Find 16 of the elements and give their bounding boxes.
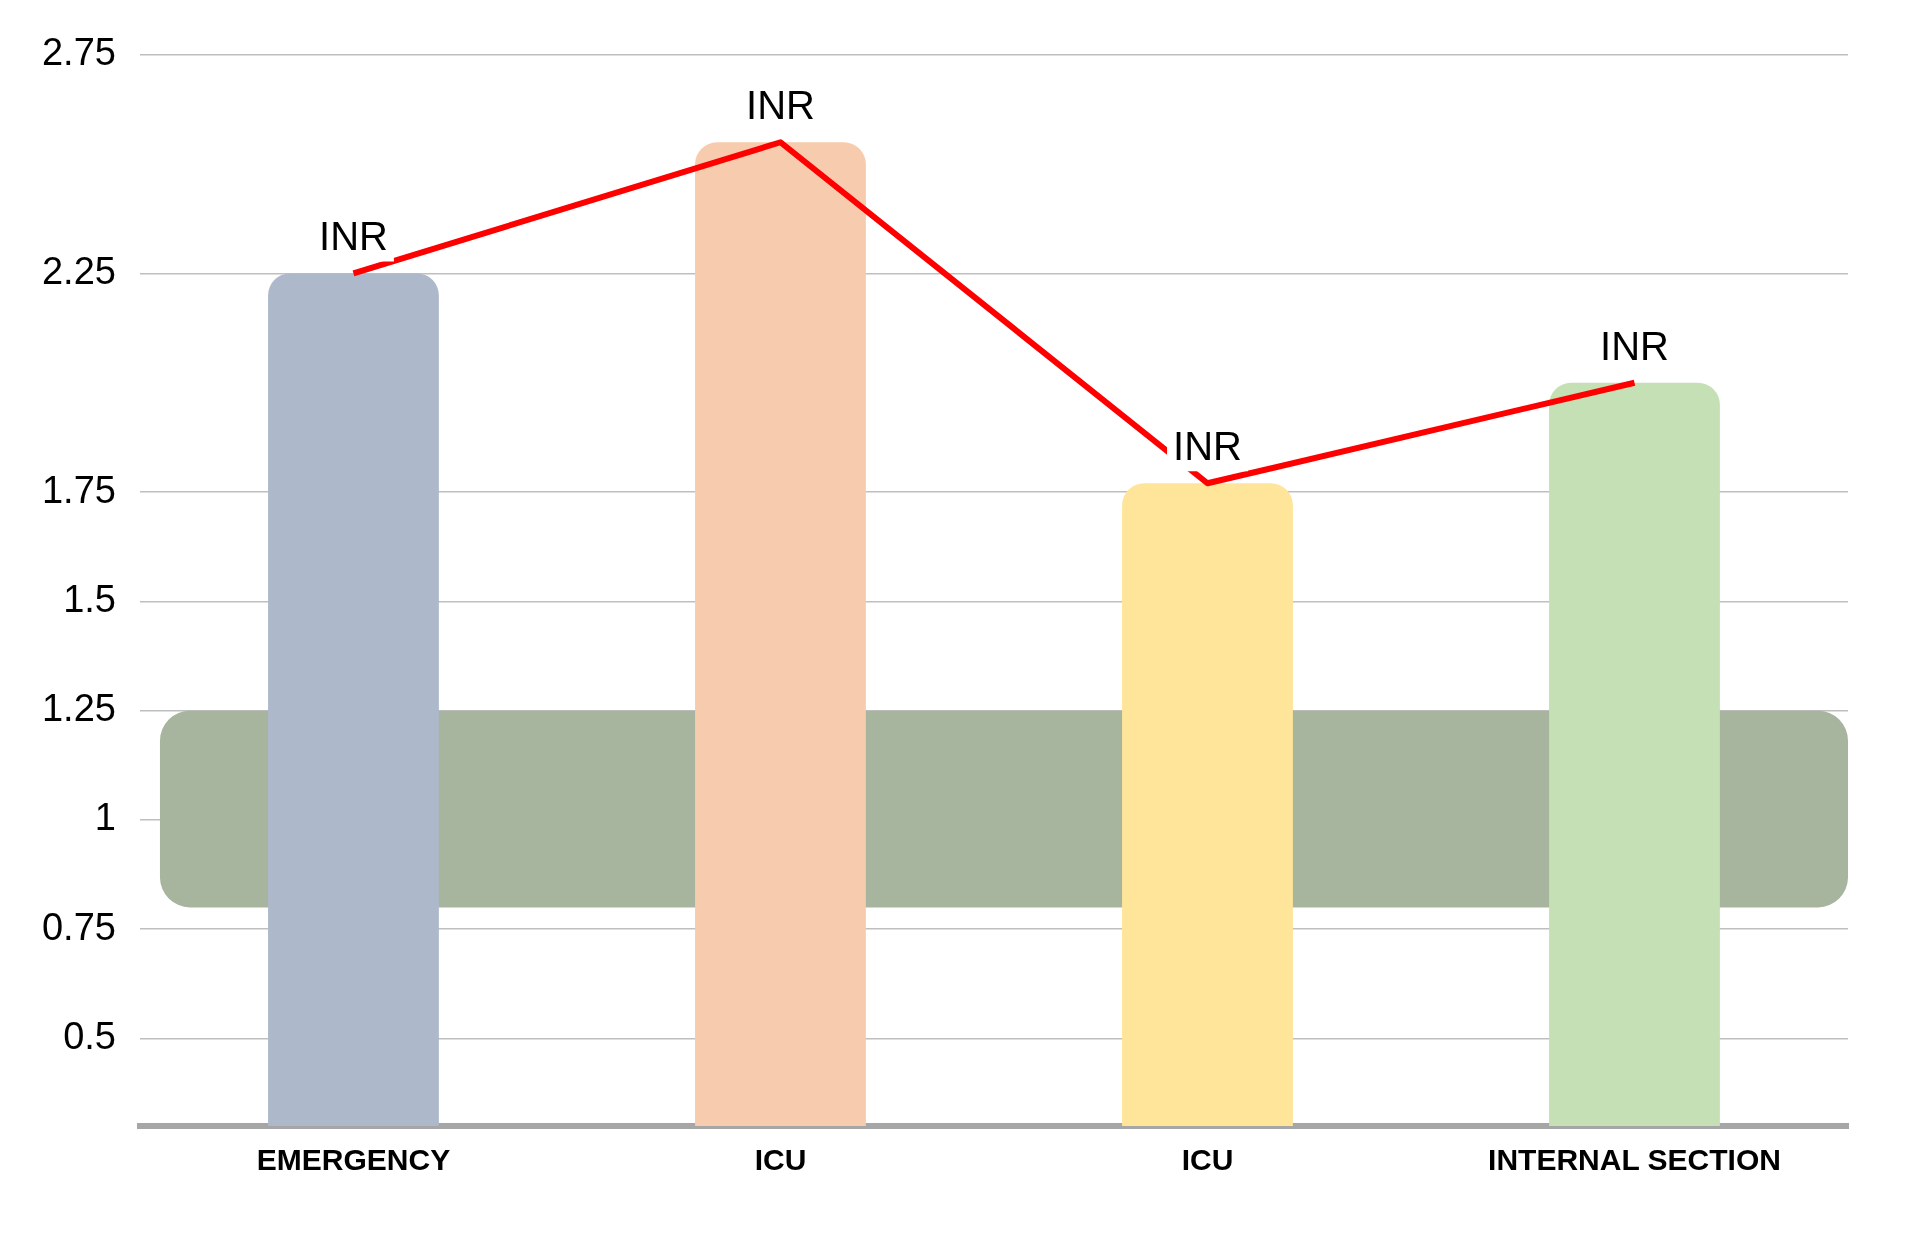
y-tick-label: 1.5 — [63, 577, 116, 620]
x-tick-label: INTERNAL SECTION — [1488, 1143, 1781, 1177]
y-tick-label: 1 — [94, 796, 116, 839]
x-tick-label: ICU — [754, 1143, 807, 1177]
annotation: INR — [746, 83, 815, 128]
y-tick-label: 2.75 — [41, 31, 116, 74]
y-tick-label: 0.5 — [63, 1015, 116, 1058]
annotation: INR — [1600, 323, 1669, 368]
y-tick-label: 1.75 — [41, 468, 116, 511]
y-tick-label: 1.25 — [41, 687, 116, 730]
y-tick-label: 2.25 — [41, 249, 116, 292]
x-tick-label: ICU — [1181, 1143, 1234, 1177]
y-tick-label: 0.75 — [41, 905, 116, 948]
x-tick-label: EMERGENCY — [256, 1143, 451, 1177]
annotation: INR — [319, 214, 388, 259]
annotation: INR — [1173, 424, 1242, 469]
